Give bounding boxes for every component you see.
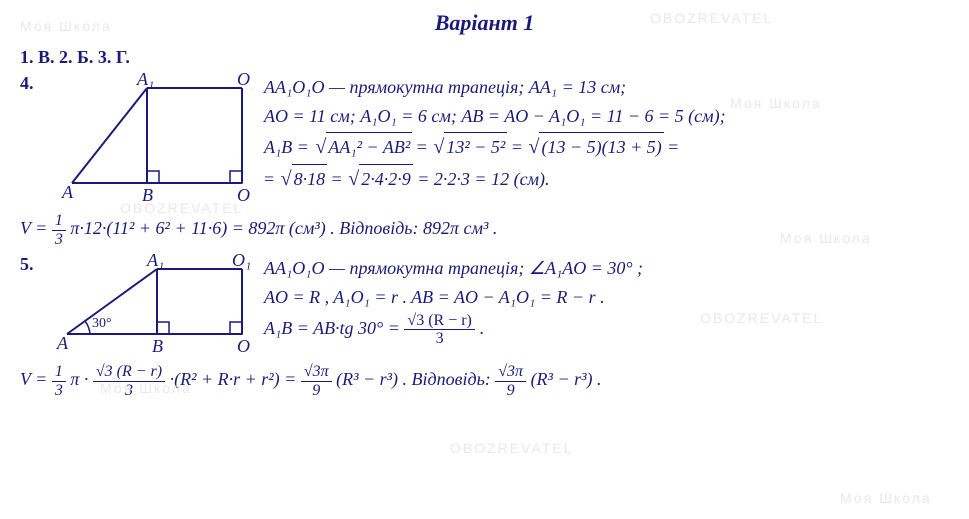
svg-text:A₁: A₁ [146, 254, 164, 270]
problem-5: 5. 30° A A₁ O₁ O B AA₁O₁O — прямокутна т… [20, 254, 949, 359]
svg-text:O: O [237, 336, 250, 354]
svg-text:B: B [142, 185, 153, 203]
watermark: OBOZREVATEL [450, 440, 573, 456]
svg-text:A: A [61, 182, 74, 202]
svg-text:A: A [56, 333, 69, 353]
p4-line2: AO = 11 см; A₁O₁ = 6 см; AB = AO − A₁O₁ … [264, 102, 949, 131]
svg-text:O₁: O₁ [232, 254, 251, 270]
p4-volume: V = 13 π·12·(11² + 6² + 11·6) = 892π (см… [20, 212, 949, 248]
p4-line3: A₁B = AA₁² − AB² = 13² − 5² = (13 − 5)(1… [264, 131, 949, 163]
problem-4-math: AA₁O₁O — прямокутна трапеція; AA₁ = 13 с… [264, 73, 949, 195]
diagram-4: A A₁ O₁ O B [52, 73, 252, 208]
watermark: Моя Школа [840, 490, 932, 506]
diagram-5: 30° A A₁ O₁ O B [52, 254, 252, 359]
svg-text:O: O [237, 185, 250, 203]
svg-text:A₁: A₁ [136, 73, 154, 89]
svg-text:B: B [152, 336, 163, 354]
p5-volume: V = 13 π · √3 (R − r)3 ·(R² + R·r + r²) … [20, 363, 949, 399]
svg-text:O₁: O₁ [237, 73, 252, 89]
p4-line4: = 8·18 = 2·4·2·9 = 2·2·3 = 12 (см). [264, 163, 949, 195]
problem-5-math: AA₁O₁O — прямокутна трапеція; ∠A₁AO = 30… [264, 254, 949, 348]
answers-line: 1. В. 2. Б. 3. Г. [20, 44, 949, 71]
variant-title: Варіант 1 [20, 10, 949, 36]
problem-5-num: 5. [20, 254, 40, 275]
problem-4: 4. A A₁ O₁ O B AA₁O₁O — прямокутна трапе… [20, 73, 949, 208]
problem-4-num: 4. [20, 73, 40, 94]
p5-line1: AA₁O₁O — прямокутна трапеція; ∠A₁AO = 30… [264, 254, 949, 283]
p5-line3: A₁B = AB·tg 30° = √3 (R − r)3 . [264, 312, 949, 348]
p5-line2: AO = R , A₁O₁ = r . AB = AO − A₁O₁ = R −… [264, 283, 949, 312]
p4-line1: AA₁O₁O — прямокутна трапеція; AA₁ = 13 с… [264, 73, 949, 102]
svg-text:30°: 30° [92, 316, 112, 331]
